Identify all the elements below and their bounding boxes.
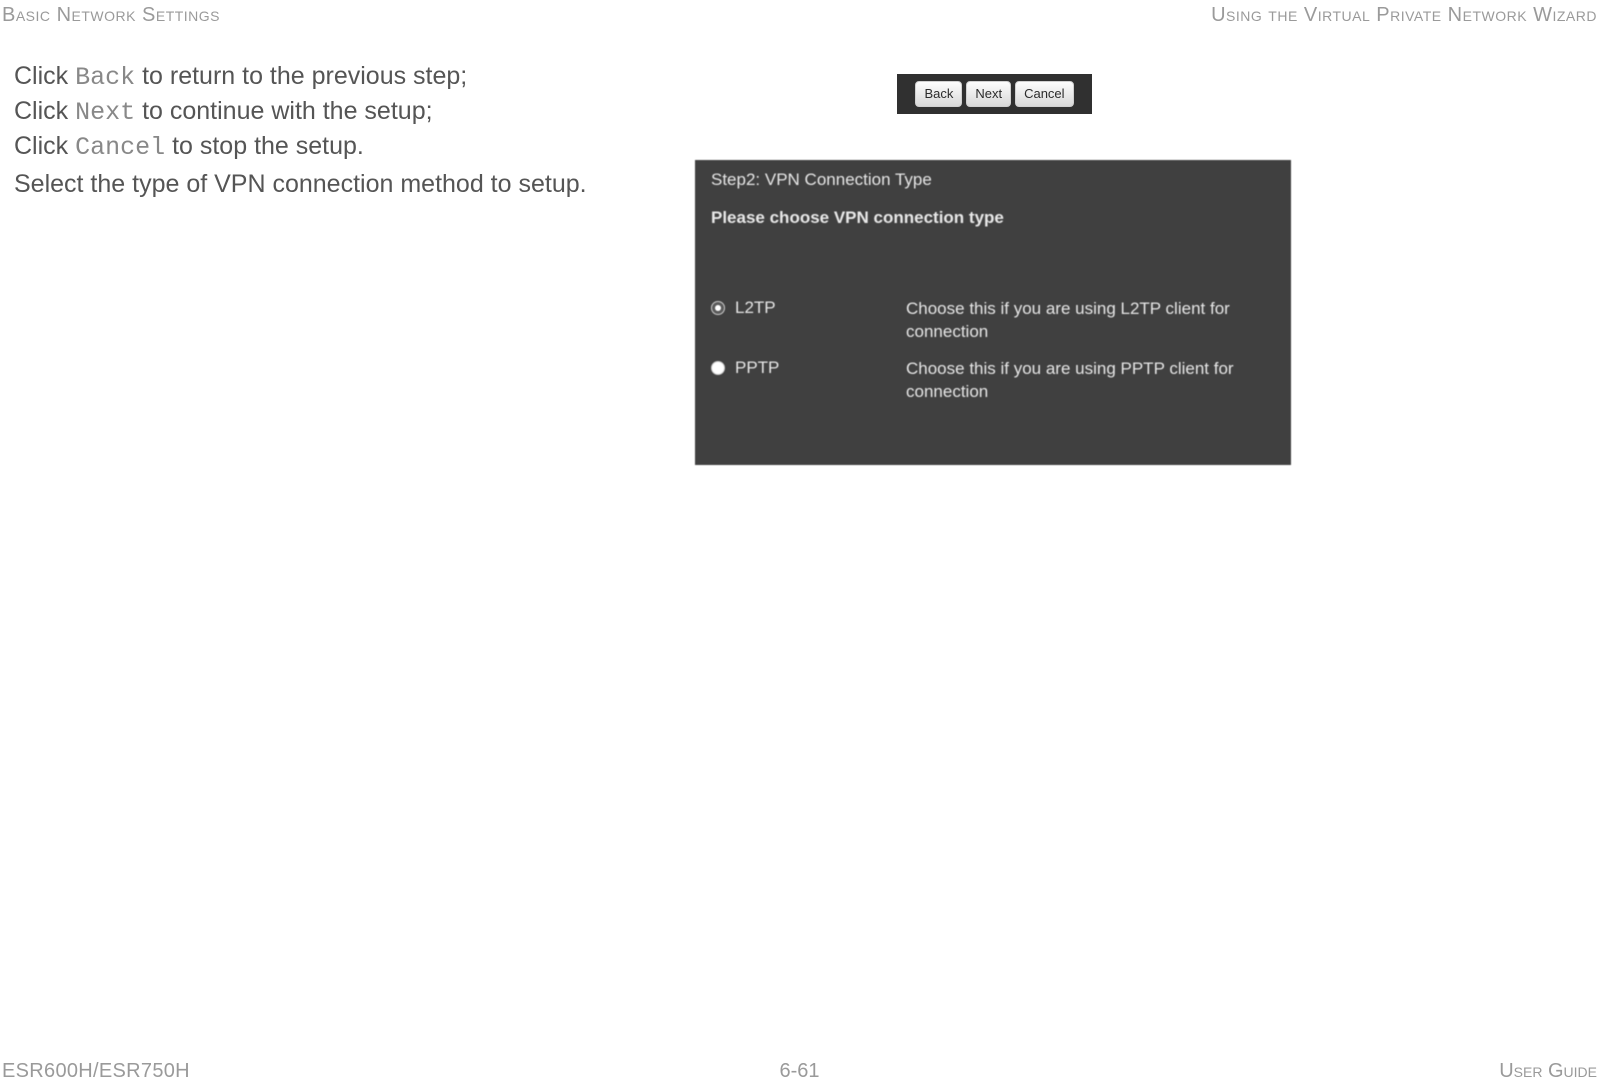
text: Click <box>14 97 75 125</box>
footer-model: ESR600H/ESR750H <box>2 1060 190 1083</box>
text: Click <box>14 62 75 90</box>
option-description: Choose this if you are using PPTP client… <box>906 358 1275 404</box>
panel-step-title: Step2: VPN Connection Type <box>711 170 1275 190</box>
panel-subtitle: Please choose VPN connection type <box>711 208 1275 228</box>
document-page: Basic Network Settings Using the Virtual… <box>0 0 1599 1091</box>
instruction-line-2: Click Next to continue with the setup; <box>14 95 467 130</box>
vpn-options: L2TP Choose this if you are using L2TP c… <box>711 298 1275 404</box>
text: to continue with the setup; <box>135 97 432 125</box>
cancel-button[interactable]: Cancel <box>1015 81 1073 107</box>
instruction-line-1: Click Back to return to the previous ste… <box>14 60 467 95</box>
text: to stop the setup. <box>165 132 364 160</box>
back-button[interactable]: Back <box>915 81 962 107</box>
mono-back: Back <box>75 63 135 92</box>
option-label: L2TP <box>735 298 776 318</box>
wizard-button-bar: Back Next Cancel <box>897 74 1092 114</box>
vpn-option-l2tp[interactable]: L2TP Choose this if you are using L2TP c… <box>711 298 1275 344</box>
text: to return to the previous step; <box>135 62 467 90</box>
option-label: PPTP <box>735 358 779 378</box>
instruction-block: Click Back to return to the previous ste… <box>14 60 467 164</box>
vpn-option-pptp[interactable]: PPTP Choose this if you are using PPTP c… <box>711 358 1275 404</box>
option-description: Choose this if you are using L2TP client… <box>906 298 1275 344</box>
footer-guide-label: User Guide <box>1499 1060 1597 1083</box>
radio-l2tp-icon[interactable] <box>711 301 725 315</box>
header-right: Using the Virtual Private Network Wizard <box>1211 4 1597 27</box>
next-button[interactable]: Next <box>966 81 1011 107</box>
header-left: Basic Network Settings <box>2 4 220 27</box>
mono-next: Next <box>75 98 135 127</box>
vpn-connection-type-panel: Step2: VPN Connection Type Please choose… <box>695 160 1291 465</box>
select-vpn-type-text: Select the type of VPN connection method… <box>14 170 587 199</box>
radio-pptp-icon[interactable] <box>711 361 725 375</box>
text: Click <box>14 132 75 160</box>
mono-cancel: Cancel <box>75 133 165 162</box>
footer-page-number: 6-61 <box>779 1060 819 1083</box>
instruction-line-3: Click Cancel to stop the setup. <box>14 130 467 165</box>
radio-col: PPTP <box>711 358 906 378</box>
radio-col: L2TP <box>711 298 906 318</box>
